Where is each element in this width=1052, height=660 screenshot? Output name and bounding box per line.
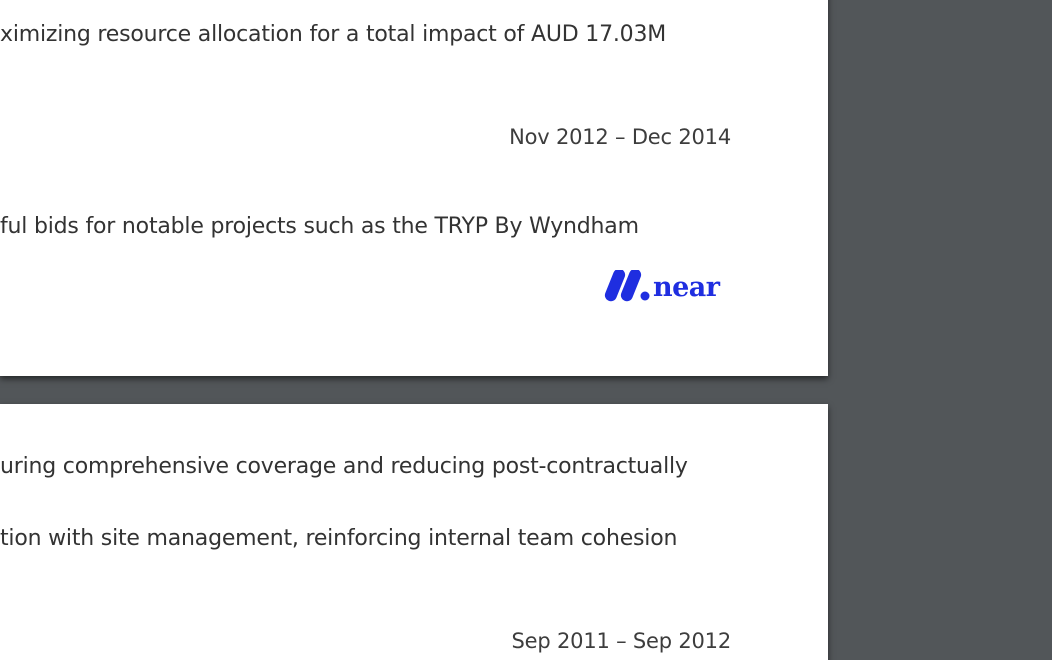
body-text-line: ximizing resource allocation for a total… <box>0 22 667 47</box>
document-page: uring comprehensive coverage and reducin… <box>0 404 828 660</box>
near-logo-text: near <box>653 271 720 303</box>
body-text-line: tion with site management, reinforcing i… <box>0 526 678 551</box>
body-text-line: ful bids for notable projects such as th… <box>0 214 639 239</box>
near-logo-mark-icon <box>600 270 652 304</box>
date-range: Nov 2012 – Dec 2014 <box>509 125 731 149</box>
near-logo: near <box>600 267 720 307</box>
date-range: Sep 2011 – Sep 2012 <box>511 629 732 653</box>
body-text-line: uring comprehensive coverage and reducin… <box>0 454 688 479</box>
document-page: ximizing resource allocation for a total… <box>0 0 828 376</box>
